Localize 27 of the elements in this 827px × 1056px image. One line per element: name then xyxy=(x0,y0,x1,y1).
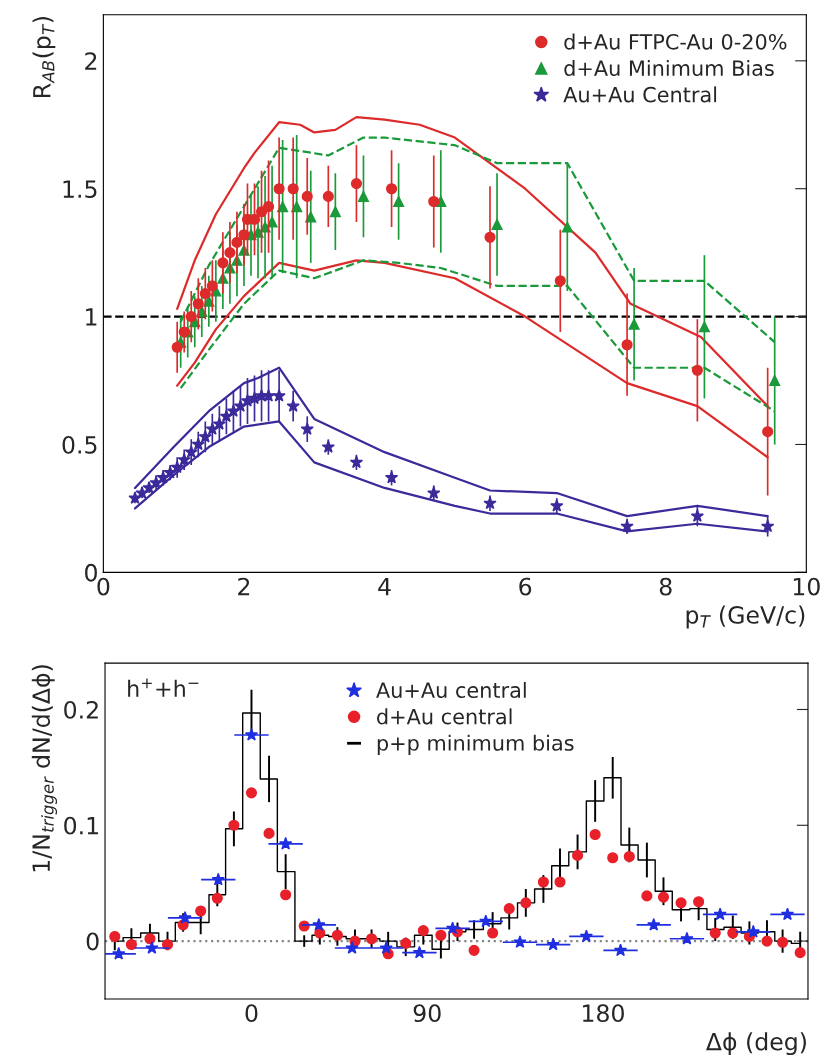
y-tick-label: 1 xyxy=(86,308,97,326)
annotation: h$^{+}$+h$^{−}$ xyxy=(128,678,199,697)
legend-label: Au+Au central xyxy=(376,681,526,699)
x-tick-label: 90 xyxy=(413,1004,441,1023)
y-tick-label: 0 xyxy=(86,932,99,951)
y-tick-label: 0.5 xyxy=(62,435,97,454)
legend-label: Au+Au Central xyxy=(563,86,717,103)
y-tick-label: 0 xyxy=(85,563,97,582)
x-tick-label: 8 xyxy=(659,577,672,596)
x-axis-title: p$_{T}$ (GeV/c) xyxy=(686,605,805,629)
y-tick-label: 0.2 xyxy=(64,700,98,719)
y-axis-title: 1/N$_{trigger}$ dN/d(Δϕ) xyxy=(31,665,58,872)
y-tick-label: 1.5 xyxy=(63,180,97,199)
y-tick-label: 2 xyxy=(85,52,97,70)
legend-label: d+Au Minimum Bias xyxy=(564,59,774,77)
x-axis-title: Δϕ (deg) xyxy=(706,1032,806,1056)
legend-label: p+p minimum bias xyxy=(377,734,574,755)
x-tick-label: 0 xyxy=(245,1004,258,1023)
x-tick-label: 6 xyxy=(519,577,532,596)
x-tick-label: 180 xyxy=(583,1004,624,1023)
x-tick-label: 2 xyxy=(238,577,250,596)
y-axis-title: R$_{AB}$(p$_{T}$) xyxy=(32,17,56,97)
x-tick-label: 4 xyxy=(378,577,391,596)
legend-label: d+Au FTPC-Au 0-20% xyxy=(564,33,787,50)
legend-label: d+Au central xyxy=(377,708,512,725)
x-tick-label: 10 xyxy=(793,577,820,596)
y-tick-label: 0.1 xyxy=(64,816,98,835)
